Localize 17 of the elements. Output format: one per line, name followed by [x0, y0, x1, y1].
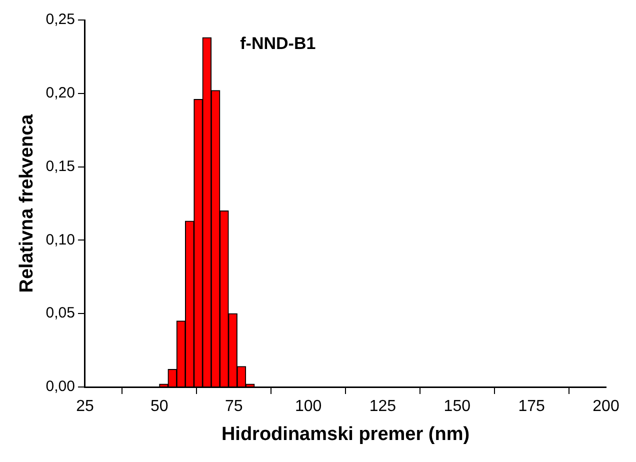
x-tick-label: 100 — [294, 398, 322, 416]
y-tick-label: 0,15 — [46, 158, 75, 175]
x-tick-label: 25 — [76, 398, 94, 416]
y-tick-label: 0,25 — [46, 11, 75, 28]
y-tick-label: 0,20 — [46, 84, 75, 102]
x-tick-label: 75 — [224, 398, 243, 416]
x-tick-label: 175 — [518, 398, 546, 416]
y-tick-label: 0,10 — [46, 231, 75, 248]
x-tick-label: 150 — [444, 398, 471, 416]
y-tick-label: 0,05 — [46, 304, 75, 322]
x-tick-label: 125 — [369, 398, 396, 416]
y-tick-label: 0,00 — [46, 378, 75, 396]
y-axis-title: Relativna frekvenca — [16, 114, 38, 293]
x-tick-label: 200 — [592, 398, 620, 416]
x-axis-title: Hidrodinamski premer (nm) — [221, 424, 470, 445]
annotation: f-NND-B1 — [240, 34, 316, 54]
x-tick-label: 50 — [150, 398, 168, 416]
